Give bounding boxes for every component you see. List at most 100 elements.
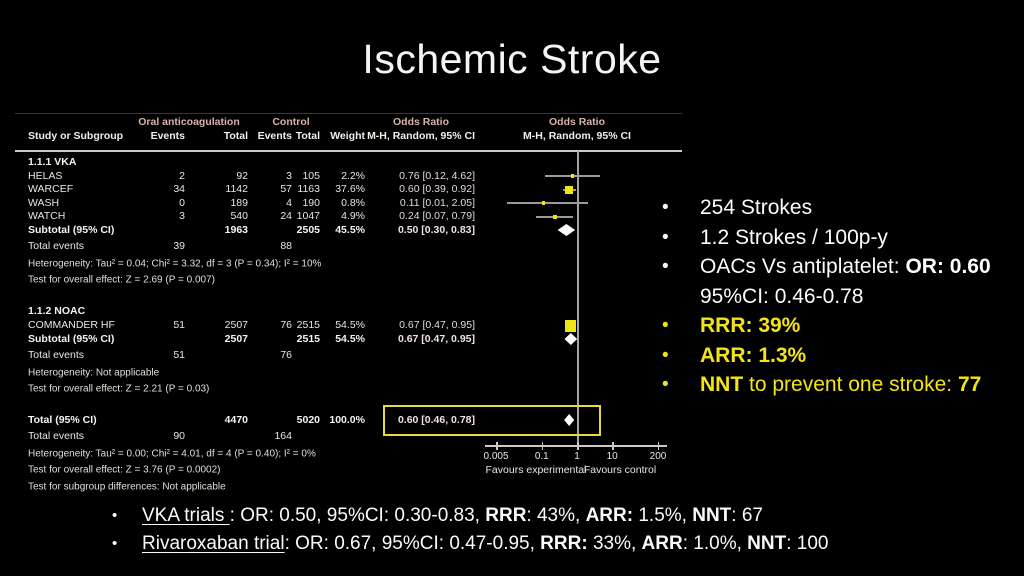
bullet-segment: 33%,: [587, 532, 642, 554]
bullet-text: VKA trials : OR: 0.50, 95%CI: 0.30-0.83,…: [142, 502, 1006, 530]
cell-e2: 76: [280, 349, 292, 361]
cell-lab: HELAS: [28, 169, 63, 182]
cell-w: 100.0%: [329, 413, 365, 426]
bullet-dot: •: [662, 226, 669, 248]
cell-t1: 92: [236, 169, 248, 182]
cell-lab: COMMANDER HF: [28, 319, 115, 332]
bullet-segment: : OR: 0.67, 95%CI: 0.47-0.95,: [284, 532, 541, 554]
forest-row-test-for-overall-effect-z-3-: Test for overall effect: Z = 3.76 (P = 0…: [15, 462, 682, 479]
bullet-dot: •: [662, 344, 669, 366]
bullet-segment: 1.5%,: [633, 505, 693, 526]
cell-lab: 1.1.2 NOAC: [28, 305, 86, 317]
cell-lab: Heterogeneity: Tau² = 0.00; Chi² = 4.01,…: [28, 448, 316, 460]
cell-w: 54.5%: [335, 332, 365, 345]
cell-lab: Subtotal (95% CI): [28, 223, 115, 236]
forest-row-1-1-1-vka: 1.1.1 VKA: [15, 154, 682, 169]
bullet-segment: : 67: [731, 505, 763, 526]
cell-e1: 90: [173, 430, 185, 442]
page-title: Ischemic Stroke: [362, 36, 662, 82]
cell-lab: Subtotal (95% CI): [28, 332, 115, 345]
bullet-segment: OR: 0.60: [905, 255, 991, 278]
cell-t1: 2507: [224, 319, 248, 332]
header-mh-random-ci-text: M-H, Random, 95% CI: [367, 130, 475, 142]
bullet-item: • RRR: 39%: [654, 311, 1014, 341]
bullet-text: ARR: 1.3%: [700, 341, 1014, 371]
bullet-segment: NNT: [747, 532, 787, 554]
forest-row-warcef: WARCEF 34 1142 57 1163 37.6% 0.60 [0.39, 0.92]: [15, 183, 682, 197]
table-top-border: [15, 113, 682, 114]
forest-table-rows: 1.1.1 VKA HELAS 2 92 3 105 2.2% 0.76 [0.12, 4.6…: [15, 154, 682, 495]
bullet-text: RRR: 39%: [700, 311, 1014, 341]
bullet-segment: ARR:: [585, 505, 634, 526]
cell-orc: 0.11 [0.01, 2.05]: [399, 196, 475, 209]
cell-lab: WARCEF: [28, 183, 74, 196]
bullet-segment: : 1.0%,: [682, 532, 748, 554]
cell-t1: 1142: [225, 183, 248, 196]
bullet-dot: •: [662, 374, 669, 395]
bullet-segment: RRR: 39%: [700, 314, 801, 337]
cell-e1: 34: [173, 183, 185, 196]
forest-row-test-for-subgroup-difference: Test for subgroup differences: Not appli…: [15, 479, 682, 496]
cell-orc: 0.67 [0.47, 0.95]: [397, 332, 475, 345]
cell-e1: 2: [179, 169, 185, 182]
cell-w: 0.8%: [341, 196, 365, 209]
bullet-dot: •: [112, 507, 118, 524]
cell-e1: 51: [173, 349, 185, 361]
bullet-segment: ARR: [641, 532, 683, 554]
forest-row-spacer: [15, 398, 682, 413]
cell-e2: 88: [280, 240, 292, 252]
cell-lab: Test for subgroup differences: Not appli…: [28, 481, 226, 493]
cell-orc: 0.60 [0.46, 0.78]: [397, 413, 475, 426]
header-divider: [15, 150, 682, 152]
cell-orc: 0.24 [0.07, 0.79]: [399, 210, 475, 223]
cell-t2: 190: [302, 196, 320, 209]
bullet-segment: : 43%,: [526, 505, 586, 526]
bullet-segment: : 100: [786, 532, 829, 554]
bullet-segment: 254 Strokes: [700, 196, 813, 219]
cell-e2: 4: [286, 196, 292, 209]
bullet-text: NNT to prevent one stroke: 77: [700, 370, 1014, 400]
cell-lab: Total (95% CI): [28, 413, 97, 426]
cell-lab: WATCH: [28, 210, 66, 223]
bullet-item: • 254 Strokes: [654, 193, 1014, 223]
forest-row-subtotal-95-ci: Subtotal (95% CI) 2507 2515 54.5% 0.67 [0.47…: [15, 332, 682, 346]
header-odds-ratio-text: Odds Ratio: [392, 116, 450, 128]
cell-e1: 3: [179, 210, 185, 223]
bullet-dot: •: [662, 197, 669, 218]
forest-row-test-for-overall-effect-z-2-: Test for overall effect: Z = 2.69 (P = 0…: [15, 272, 682, 289]
forest-row-helas: HELAS 2 92 3 105 2.2% 0.76 [0.12, 4.62]: [15, 169, 682, 183]
forest-row-total-events: Total events 51 76: [15, 346, 682, 365]
bullet-segment: : OR: 0.50, 95%CI: 0.30-0.83,: [229, 505, 486, 526]
forest-row-spacer: [15, 289, 682, 304]
forest-row-wash: WASH 0 189 4 190 0.8% 0.11 [0.01, 2.05]: [15, 196, 682, 210]
cell-orc: 0.67 [0.47, 0.95]: [399, 319, 475, 332]
forest-row-test-for-overall-effect-z-2-: Test for overall effect: Z = 2.21 (P = 0…: [15, 381, 682, 398]
forest-row-watch: WATCH 3 540 24 1047 4.9% 0.24 [0.07, 0.79]: [15, 210, 682, 224]
cell-e2: 164: [274, 430, 292, 442]
bullet-dot: •: [662, 256, 669, 277]
cell-lab: Total events: [28, 349, 85, 361]
bullet-item: • OACs Vs antiplatelet: OR: 0.60 95%CI: 0…: [654, 252, 1014, 311]
cell-w: 54.5%: [335, 319, 365, 332]
bullet-item: • NNT to prevent one stroke: 77: [654, 370, 1014, 400]
cell-lab: Test for overall effect: Z = 2.21 (P = 0…: [28, 383, 210, 395]
cell-e2: 76: [280, 319, 292, 332]
bullet-dot: •: [112, 534, 118, 552]
header-study-or-subgroup: Study or Subgroup: [28, 130, 124, 142]
bullet-item: • 1.2 Strokes / 100p-y: [654, 223, 1014, 253]
cell-orc: 0.60 [0.39, 0.92]: [399, 183, 475, 196]
cell-t1: 1963: [224, 223, 248, 236]
bullet-text: OACs Vs antiplatelet: OR: 0.60 95%CI: 0.…: [700, 252, 1014, 311]
header-weight: Weight: [330, 130, 365, 142]
cell-lab: Test for overall effect: Z = 2.69 (P = 0…: [28, 274, 215, 286]
summary-bullet-list: • 254 Strokes • 1.2 Strokes / 100p-y • OACs V…: [654, 193, 1014, 400]
cell-lab: Total events: [28, 240, 85, 252]
forest-row-total-events: Total events 39 88: [15, 237, 682, 256]
cell-t1: 2507: [224, 332, 248, 345]
forest-row-heterogeneity-tau-0-04-chi-3: Heterogeneity: Tau² = 0.04; Chi² = 3.32,…: [15, 256, 682, 273]
bullet-segment: 77: [957, 373, 982, 396]
cell-e1: 0: [179, 196, 185, 209]
bullet-segment: 1.2 Strokes / 100p-y: [700, 225, 888, 249]
cell-lab: Test for overall effect: Z = 3.76 (P = 0…: [28, 464, 221, 476]
